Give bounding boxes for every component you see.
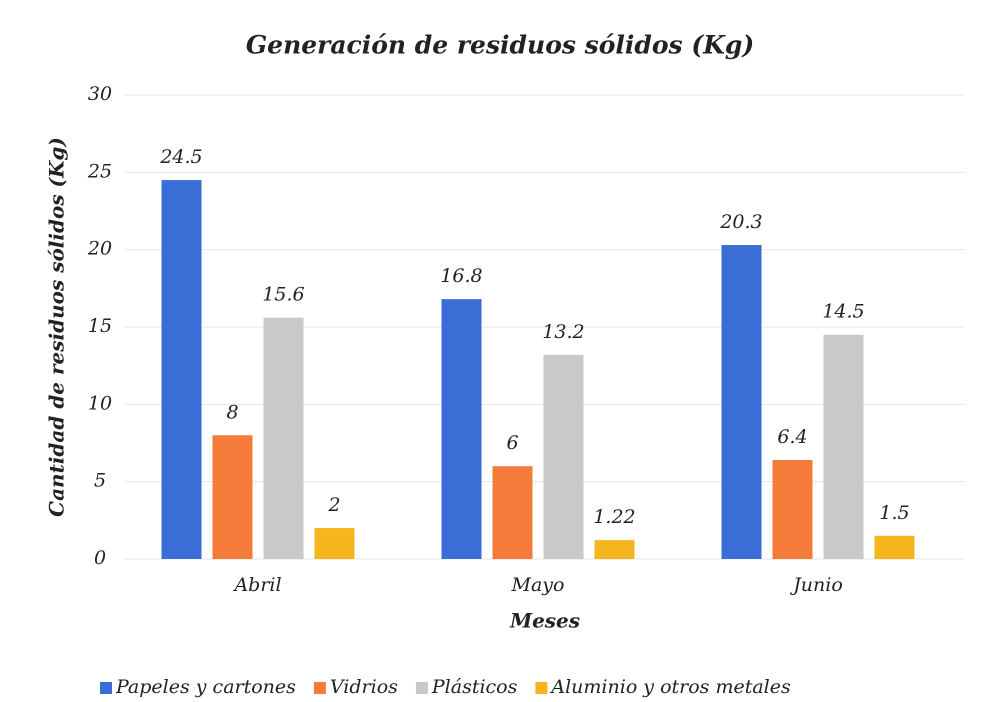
plot-area: 0 5 10 15 20 25 30 Abril 24.5 8 15.6 2 Mayo 16.8 6 13.2… [87, 83, 965, 596]
y-tick-label: 10 [88, 392, 112, 414]
bar [441, 299, 482, 559]
bar [161, 180, 202, 560]
data-label: 6.4 [777, 426, 807, 448]
legend-swatch [535, 682, 548, 694]
x-tick-label: Abril [232, 574, 281, 596]
data-label: 15.6 [262, 284, 304, 306]
data-label: 24.5 [159, 146, 202, 168]
x-tick-label: Mayo [511, 574, 565, 596]
data-label: 20.3 [719, 211, 762, 233]
legend-label: Aluminio y otros metales [549, 676, 791, 698]
data-label: 1.5 [879, 502, 909, 524]
y-tick-label: 25 [87, 160, 112, 182]
bar [492, 466, 533, 559]
y-tick-label: 30 [88, 83, 112, 105]
legend: Papeles y cartones Vidrios Plásticos Alumin… [100, 676, 791, 698]
chart-title: Generación de residuos sólidos (Kg) [246, 31, 754, 60]
bar [874, 535, 915, 559]
bar [823, 334, 864, 559]
y-tick-label: 0 [94, 547, 106, 569]
data-label: 6 [506, 432, 518, 454]
data-label: 2 [327, 494, 340, 516]
bar [594, 540, 635, 559]
y-tick-label: 15 [88, 315, 112, 337]
bar [212, 435, 253, 559]
data-label: 16.8 [440, 265, 482, 287]
data-label: 8 [226, 401, 238, 423]
data-label: 1.22 [593, 506, 635, 528]
x-tick-label: Junio [789, 574, 843, 596]
x-axis-title: Meses [509, 609, 580, 633]
bar [263, 317, 304, 559]
bar [721, 245, 762, 559]
legend-label: Papeles y cartones [115, 676, 296, 698]
y-tick-label: 5 [94, 470, 106, 492]
data-label: 14.5 [822, 301, 864, 323]
bar [543, 354, 584, 559]
legend-swatch [415, 682, 428, 694]
legend-swatch [100, 682, 112, 694]
legend-label: Plásticos [431, 676, 518, 698]
y-axis-title: Cantidad de residuos sólidos (Kg) [45, 137, 69, 517]
y-tick-label: 20 [87, 238, 112, 260]
data-label: 13.2 [542, 321, 584, 343]
legend-label: Vidrios [330, 676, 398, 698]
legend-swatch [313, 682, 326, 694]
bar [314, 528, 355, 559]
bar [772, 460, 813, 559]
